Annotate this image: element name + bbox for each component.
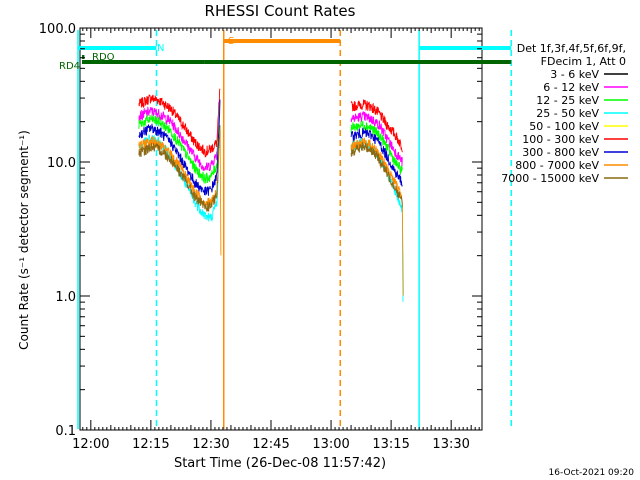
plot-frame [79,27,483,431]
legend-header: Det 1f,3f,4f,5f,6f,9f, [517,42,626,55]
data-series [138,88,404,302]
legend-label: 6 - 12 keV [543,81,599,94]
chart-title: RHESSI Count Rates [205,2,356,20]
legend-label: 300 - 800 keV [522,146,599,159]
x-tick-label: 13:30 [432,437,469,452]
legend-label: 800 - 7000 keV [515,159,599,172]
marker-label-rd4: RD4 [59,61,80,72]
x-tick-label: 12:30 [192,437,229,452]
plot-border [79,27,483,431]
series-line-100-300-kev [350,99,403,153]
x-tick-label: 12:00 [72,437,109,452]
series-line-300-800-kev [138,99,221,196]
series-line-7000-15000-kev [138,125,221,212]
axes: 0.1 1.0 10.0 100.0 12:00 12:15 12:30 12:45 13:00… [39,22,482,452]
legend-label: 100 - 300 keV [522,133,599,146]
x-tick-label: 12:45 [252,437,289,452]
series-line-12-25-kev [350,120,403,175]
legend-label: 50 - 100 keV [529,120,599,133]
time-markers: N S RD4 RDO [59,30,512,429]
y-tick-label: 1.0 [55,290,76,305]
x-axis-label: Start Time (26-Dec-08 11:57:42) [174,456,386,471]
x-tick-label: 13:00 [312,437,349,452]
footer-timestamp: 16-Oct-2021 09:20 [549,468,635,478]
x-tick-label: 13:15 [372,437,409,452]
marker-label-n: N [157,43,164,54]
y-tick-label: 100.0 [39,22,76,37]
y-axis-label: Count Rate (s⁻¹ detector segment⁻¹) [17,130,31,350]
series-line-100-300-kev [138,88,221,158]
legend: Det 1f,3f,4f,5f,6f,9f,FDecim 1, Att 03 -… [501,42,628,185]
marker-label-rdo: RDO [92,52,115,63]
legend-label: 3 - 6 keV [550,68,599,81]
legend-label: 25 - 50 keV [536,107,599,120]
series-line-300-800-kev [350,127,403,187]
series-line-6-12-kev [138,99,221,172]
series-line-6-12-kev [350,111,403,167]
series-line-7000-15000-kev [350,142,403,208]
legend-label: 12 - 25 keV [536,94,599,107]
y-tick-label: 0.1 [55,424,76,439]
legend-header: FDecim 1, Att 0 [541,55,626,68]
marker-label-s: S [228,36,234,47]
x-tick-label: 12:15 [132,437,169,452]
y-tick-label: 10.0 [47,156,76,171]
series-line-12-25-kev [138,102,221,184]
legend-label: 7000 - 15000 keV [501,172,599,185]
